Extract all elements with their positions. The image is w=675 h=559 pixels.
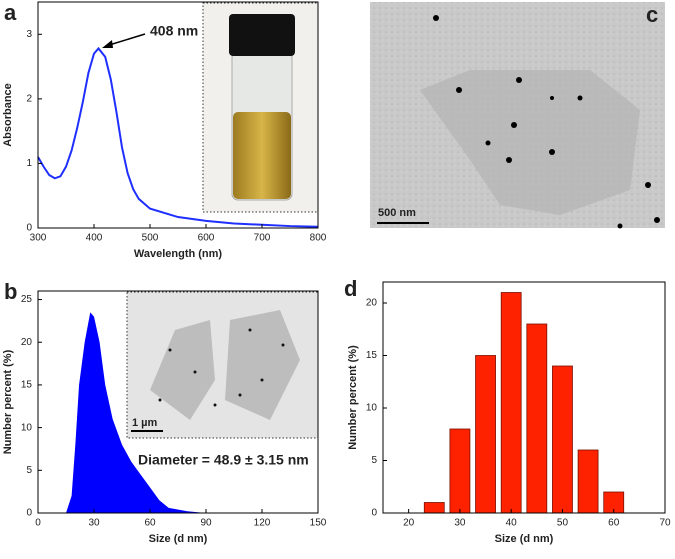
x-tick-label: 30 (88, 518, 100, 529)
x-tick-label: 0 (35, 518, 41, 529)
y-tick-label: 20 (21, 337, 33, 348)
y-tick-label: 10 (21, 422, 33, 433)
bar (500, 292, 522, 514)
bar (449, 428, 471, 514)
panel-label: c (646, 2, 658, 27)
labels: 20 30 40 50 60 70 0 5 10 15 20 Size (d nm) Number pe… (344, 276, 671, 545)
panel-label: a (4, 0, 17, 25)
x-tick-label: 30 (454, 518, 466, 529)
x-tick-label: 70 (659, 518, 671, 529)
y-tick-label: 5 (26, 465, 32, 476)
y-axis-label: Number percent (%) (347, 345, 359, 450)
x-tick-label: 800 (310, 233, 327, 244)
x-axis-label: Wavelength (nm) (134, 248, 223, 260)
y-tick-label: 0 (371, 508, 377, 519)
y-tick-label: 0 (26, 508, 32, 519)
y-axis-label: Number percent (%) (2, 349, 14, 454)
y-tick-label: 3 (26, 29, 32, 40)
x-tick-label: 400 (86, 233, 103, 244)
panel (423, 292, 625, 514)
arrow-head (102, 40, 113, 48)
x-tick-label: 60 (608, 518, 620, 529)
bar (577, 449, 599, 514)
x-tick-label: 500 (142, 233, 159, 244)
plot-frame (37, 290, 319, 514)
x-tick-label: 60 (144, 518, 156, 529)
panel-label: d (344, 276, 357, 301)
annotation: Diameter = 48.9 ± 3.15 nm (138, 452, 309, 468)
plot-frame (382, 281, 666, 514)
y-tick-label: 20 (366, 298, 378, 309)
panel (37, 46, 319, 228)
labels: 300 400 500 600 700 800 0 1 2 3 Wavelength (nm) Abs… (2, 0, 327, 260)
x-tick-label: 90 (200, 518, 212, 529)
spectrum-line (37, 46, 319, 228)
x-tick-label: 300 (30, 233, 47, 244)
y-tick-label: 0 (26, 223, 32, 234)
annotation: 408 nm (150, 23, 198, 39)
y-tick-label: 5 (371, 455, 377, 466)
y-tick-label: 15 (366, 350, 378, 361)
tem-image: 500 nm c (370, 2, 665, 229)
x-tick-label: 600 (198, 233, 215, 244)
panel (66, 312, 206, 513)
x-tick-label: 20 (403, 518, 415, 529)
y-tick-label: 10 (366, 403, 378, 414)
x-tick-label: 700 (254, 233, 271, 244)
plot-frame (37, 1, 319, 229)
y-tick-label: 2 (26, 93, 32, 104)
x-axis-label: Size (d nm) (495, 533, 554, 545)
y-tick-label: 25 (21, 294, 33, 305)
size-distribution-area (66, 312, 206, 513)
y-tick-label: 15 (21, 380, 33, 391)
panel-label: b (4, 279, 17, 304)
vial-photo (202, 2, 319, 213)
inset-scale-label: 1 µm (132, 417, 158, 429)
x-tick-label: 120 (254, 518, 271, 529)
bar (423, 502, 445, 514)
bar (475, 355, 496, 514)
x-axis-label: Size (d nm) (149, 533, 208, 545)
x-tick-label: 150 (310, 518, 327, 529)
y-axis-label: Absorbance (2, 83, 14, 147)
x-tick-label: 40 (506, 518, 518, 529)
scale-bar-label: 500 nm (378, 207, 416, 219)
bar (552, 365, 573, 514)
bar (526, 323, 548, 514)
tem-inset (126, 291, 319, 439)
x-tick-label: 50 (557, 518, 569, 529)
labels: 0 30 60 90 120 150 0 5 10 15 20 25 Size (d nm) Number… (2, 279, 327, 545)
y-tick-label: 1 (26, 158, 32, 169)
